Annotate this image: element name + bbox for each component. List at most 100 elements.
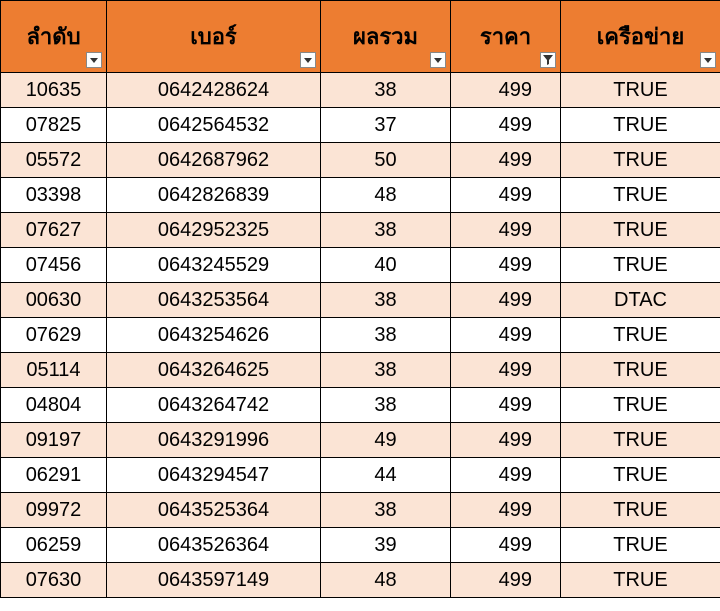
- header-label-sum: ผลรวม: [353, 24, 418, 49]
- cell-price: 499: [451, 248, 561, 283]
- cell-number: 0643254626: [107, 318, 321, 353]
- cell-number: 0642826839: [107, 178, 321, 213]
- filter-dropdown-icon[interactable]: [700, 52, 716, 68]
- cell-id: 07627: [1, 213, 107, 248]
- table-body: 10635064242862438499TRUE0782506425645323…: [1, 73, 720, 598]
- header-label-id: ลำดับ: [26, 24, 80, 49]
- cell-network: TRUE: [561, 458, 720, 493]
- table-row: 09197064329199649499TRUE: [1, 423, 720, 458]
- header-sum: ผลรวม: [321, 1, 451, 73]
- cell-number: 0643597149: [107, 563, 321, 598]
- cell-id: 04804: [1, 388, 107, 423]
- cell-id: 07456: [1, 248, 107, 283]
- cell-price: 499: [451, 563, 561, 598]
- cell-price: 499: [451, 143, 561, 178]
- table-row: 06259064352636439499TRUE: [1, 528, 720, 563]
- table-row: 07825064256453237499TRUE: [1, 108, 720, 143]
- cell-number: 0642687962: [107, 143, 321, 178]
- cell-network: TRUE: [561, 248, 720, 283]
- header-number: เบอร์: [107, 1, 321, 73]
- cell-price: 499: [451, 388, 561, 423]
- cell-number: 0642564532: [107, 108, 321, 143]
- cell-network: TRUE: [561, 73, 720, 108]
- table-row: 10635064242862438499TRUE: [1, 73, 720, 108]
- header-label-network: เครือข่าย: [597, 24, 685, 49]
- table-row: 03398064282683948499TRUE: [1, 178, 720, 213]
- cell-id: 05114: [1, 353, 107, 388]
- header-label-number: เบอร์: [190, 24, 237, 49]
- cell-id: 03398: [1, 178, 107, 213]
- cell-price: 499: [451, 318, 561, 353]
- cell-number: 0642428624: [107, 73, 321, 108]
- cell-network: TRUE: [561, 423, 720, 458]
- cell-sum: 38: [321, 318, 451, 353]
- cell-number: 0643525364: [107, 493, 321, 528]
- cell-number: 0642952325: [107, 213, 321, 248]
- cell-network: TRUE: [561, 493, 720, 528]
- filter-dropdown-icon[interactable]: [86, 52, 102, 68]
- cell-network: TRUE: [561, 528, 720, 563]
- cell-network: DTAC: [561, 283, 720, 318]
- cell-id: 09197: [1, 423, 107, 458]
- table-row: 06291064329454744499TRUE: [1, 458, 720, 493]
- table-row: 04804064326474238499TRUE: [1, 388, 720, 423]
- cell-price: 499: [451, 493, 561, 528]
- cell-price: 499: [451, 178, 561, 213]
- cell-number: 0643264742: [107, 388, 321, 423]
- cell-price: 499: [451, 423, 561, 458]
- table-row: 05114064326462538499TRUE: [1, 353, 720, 388]
- table-row: 09972064352536438499TRUE: [1, 493, 720, 528]
- cell-id: 06259: [1, 528, 107, 563]
- cell-sum: 39: [321, 528, 451, 563]
- cell-sum: 37: [321, 108, 451, 143]
- cell-sum: 48: [321, 178, 451, 213]
- cell-sum: 44: [321, 458, 451, 493]
- cell-number: 0643291996: [107, 423, 321, 458]
- cell-price: 499: [451, 108, 561, 143]
- header-network: เครือข่าย: [561, 1, 720, 73]
- cell-network: TRUE: [561, 213, 720, 248]
- cell-price: 499: [451, 283, 561, 318]
- table-row: 07627064295232538499TRUE: [1, 213, 720, 248]
- cell-number: 0643294547: [107, 458, 321, 493]
- cell-sum: 38: [321, 213, 451, 248]
- cell-sum: 48: [321, 563, 451, 598]
- cell-number: 0643253564: [107, 283, 321, 318]
- table-header-row: ลำดับ เบอร์ ผลรวม ราคา เครือข่าย: [1, 1, 720, 73]
- cell-network: TRUE: [561, 143, 720, 178]
- table-row: 00630064325356438499DTAC: [1, 283, 720, 318]
- cell-id: 10635: [1, 73, 107, 108]
- phone-number-table: ลำดับ เบอร์ ผลรวม ราคา เครือข่าย 10635064242…: [0, 0, 720, 598]
- cell-price: 499: [451, 458, 561, 493]
- cell-network: TRUE: [561, 318, 720, 353]
- header-label-price: ราคา: [480, 24, 531, 49]
- cell-price: 499: [451, 528, 561, 563]
- table-row: 07630064359714948499TRUE: [1, 563, 720, 598]
- cell-id: 09972: [1, 493, 107, 528]
- filter-dropdown-icon[interactable]: [430, 52, 446, 68]
- cell-network: TRUE: [561, 563, 720, 598]
- cell-price: 499: [451, 73, 561, 108]
- filter-dropdown-icon[interactable]: [300, 52, 316, 68]
- cell-network: TRUE: [561, 388, 720, 423]
- cell-network: TRUE: [561, 178, 720, 213]
- cell-id: 07630: [1, 563, 107, 598]
- cell-sum: 38: [321, 353, 451, 388]
- cell-sum: 38: [321, 388, 451, 423]
- cell-number: 0643526364: [107, 528, 321, 563]
- cell-id: 00630: [1, 283, 107, 318]
- cell-sum: 38: [321, 283, 451, 318]
- table-row: 07456064324552940499TRUE: [1, 248, 720, 283]
- cell-sum: 40: [321, 248, 451, 283]
- cell-network: TRUE: [561, 353, 720, 388]
- cell-id: 07825: [1, 108, 107, 143]
- cell-sum: 49: [321, 423, 451, 458]
- header-id: ลำดับ: [1, 1, 107, 73]
- cell-id: 06291: [1, 458, 107, 493]
- cell-network: TRUE: [561, 108, 720, 143]
- filter-active-icon[interactable]: [540, 52, 556, 68]
- cell-number: 0643245529: [107, 248, 321, 283]
- cell-sum: 50: [321, 143, 451, 178]
- cell-sum: 38: [321, 493, 451, 528]
- cell-id: 07629: [1, 318, 107, 353]
